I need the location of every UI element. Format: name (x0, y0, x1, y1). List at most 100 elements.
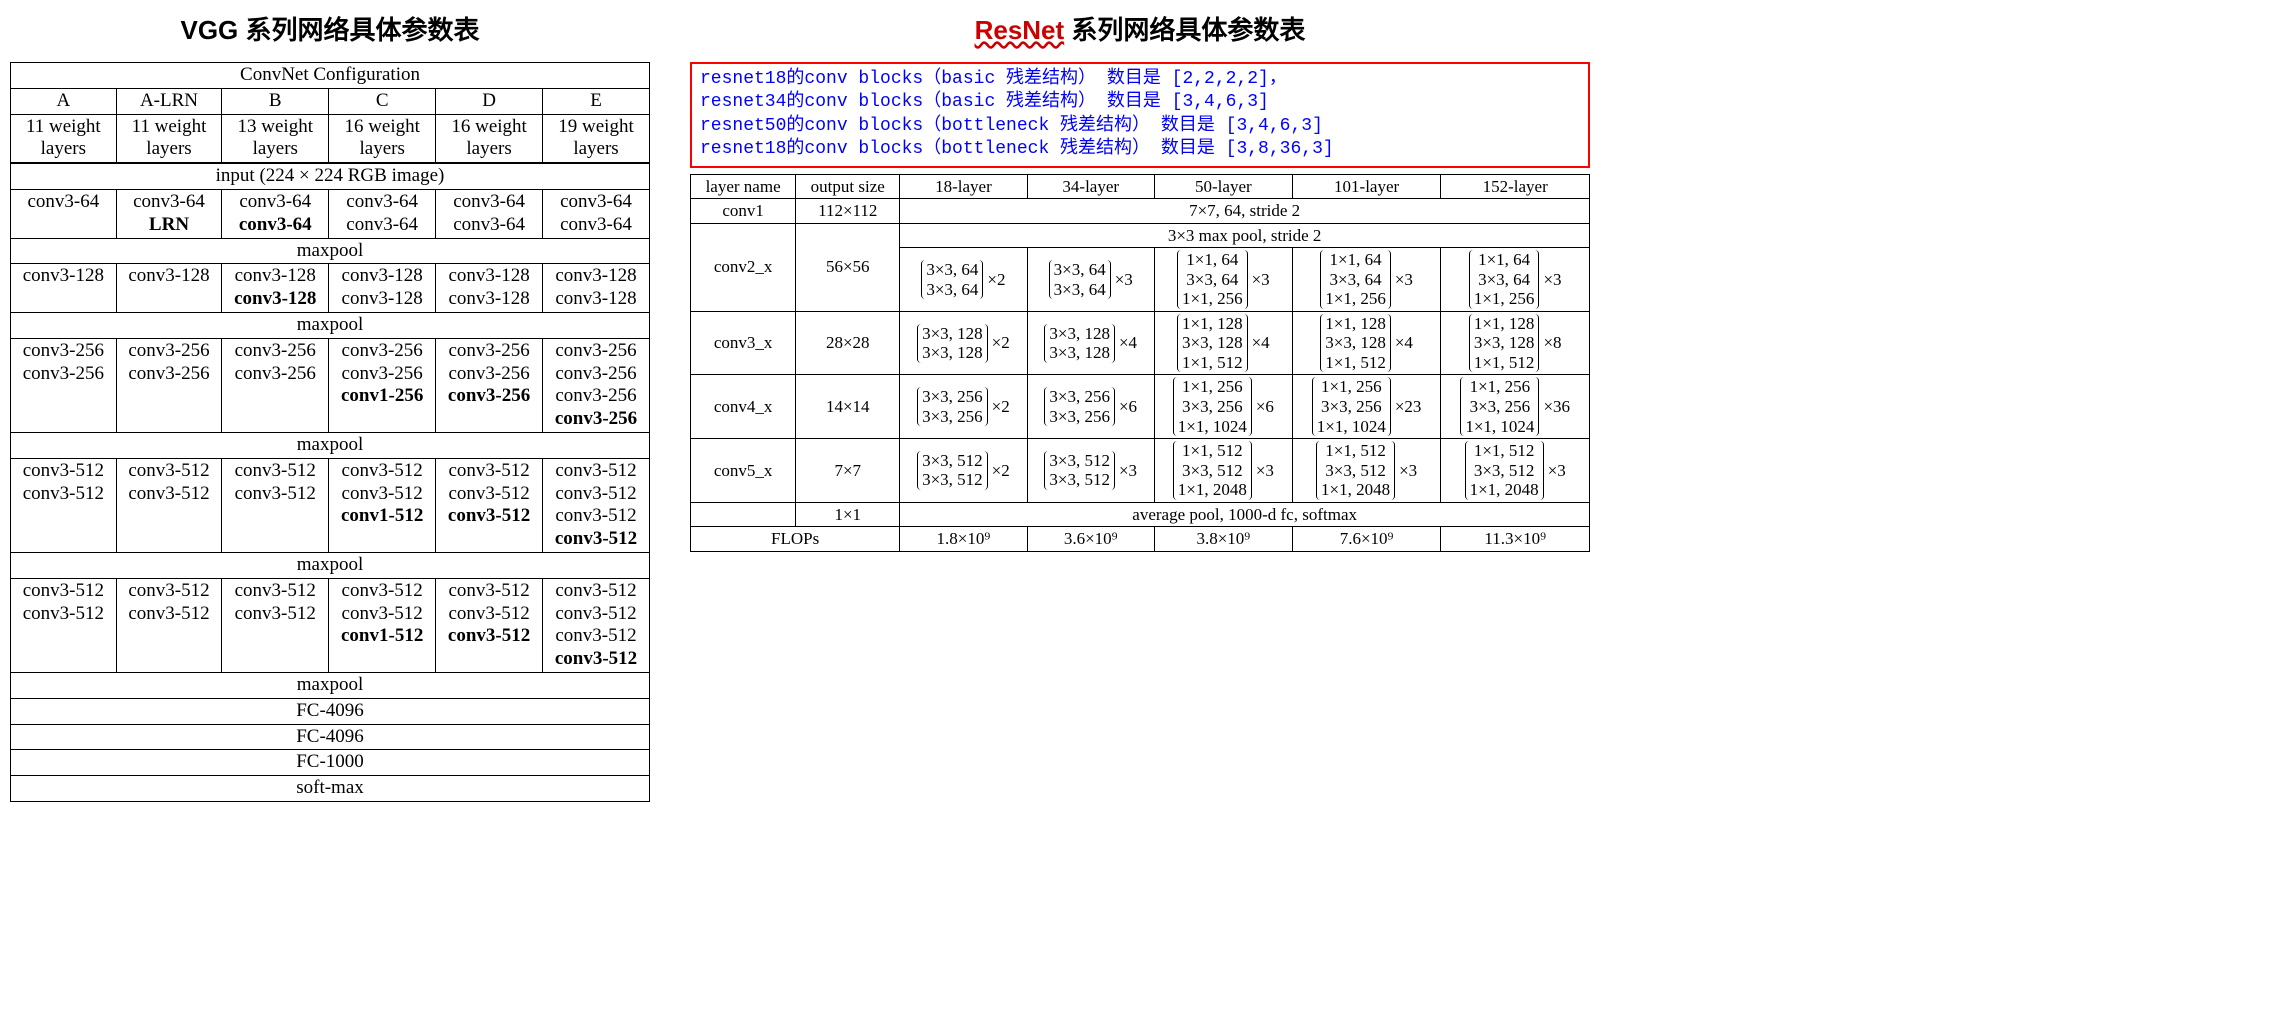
block-cell: 1×1, 1283×3, 1281×1, 512×8 (1441, 311, 1590, 375)
annotation-line: resnet18的conv blocks（bottleneck 残差结构） 数目… (700, 138, 1580, 161)
conv1-desc: 7×7, 64, stride 2 (900, 199, 1590, 224)
vgg-title: VGG 系列网络具体参数表 (10, 10, 650, 47)
block-cell: 1×1, 1283×3, 1281×1, 512×4 (1292, 311, 1441, 375)
resnet-header: 101-layer (1292, 174, 1441, 199)
conv1-size: 112×112 (796, 199, 900, 224)
resnet-header: layer name (691, 174, 796, 199)
final-desc: average pool, 1000-d fc, softmax (900, 502, 1590, 527)
vgg-panel: VGG 系列网络具体参数表 ConvNet Configuration AA-L… (10, 10, 650, 802)
block-cell: 3×3, 643×3, 64×3 (1027, 248, 1154, 312)
annotation-line: resnet18的conv blocks（basic 残差结构） 数目是 [2,… (700, 68, 1580, 91)
stage-size: 56×56 (796, 223, 900, 311)
flops-value: 3.8×10⁹ (1154, 527, 1292, 552)
stage-name: conv4_x (691, 375, 796, 439)
vgg-tail-row: FC-4096 (11, 724, 650, 750)
resnet-title-rest: 系列网络具体参数表 (1064, 15, 1305, 45)
flops-label: FLOPs (691, 527, 900, 552)
block-cell: 1×1, 5123×3, 5121×1, 2048×3 (1154, 439, 1292, 503)
vgg-tail-row: FC-1000 (11, 750, 650, 776)
vgg-cell: conv3-512conv3-512conv3-512conv3-512 (543, 578, 650, 672)
block-cell: 1×1, 2563×3, 2561×1, 1024×6 (1154, 375, 1292, 439)
vgg-weight-desc: 11 weightlayers (11, 114, 117, 163)
vgg-col-header: E (543, 88, 650, 114)
vgg-weight-desc: 11 weightlayers (116, 114, 222, 163)
vgg-cell: conv3-64conv3-64 (329, 189, 436, 238)
block-cell: 1×1, 5123×3, 5121×1, 2048×3 (1441, 439, 1590, 503)
block-cell: 3×3, 643×3, 64×2 (900, 248, 1027, 312)
vgg-tail-row: soft-max (11, 776, 650, 802)
vgg-cell: conv3-512conv3-512 (11, 578, 117, 672)
vgg-cell: conv3-256conv3-256conv3-256conv3-256 (543, 338, 650, 432)
vgg-col-header: A (11, 88, 117, 114)
vgg-cell: conv3-512conv3-512conv3-512 (436, 578, 543, 672)
vgg-cell: conv3-256conv3-256 (116, 338, 222, 432)
flops-value: 11.3×10⁹ (1441, 527, 1590, 552)
vgg-cell: conv3-128conv3-128 (222, 264, 329, 313)
vgg-cell: conv3-512conv3-512conv3-512conv3-512 (543, 458, 650, 552)
vgg-weight-desc: 16 weightlayers (329, 114, 436, 163)
block-cell: 1×1, 643×3, 641×1, 256×3 (1292, 248, 1441, 312)
stage-name: conv3_x (691, 311, 796, 375)
stage-size: 28×28 (796, 311, 900, 375)
vgg-cell: conv3-64conv3-64 (543, 189, 650, 238)
vgg-maxpool: maxpool (11, 552, 650, 578)
vgg-tail-row: maxpool (11, 672, 650, 698)
annotation-line: resnet34的conv blocks（basic 残差结构） 数目是 [3,… (700, 91, 1580, 114)
vgg-cell: conv3-256conv3-256conv1-256 (329, 338, 436, 432)
block-cell: 1×1, 643×3, 641×1, 256×3 (1441, 248, 1590, 312)
block-cell: 3×3, 2563×3, 256×6 (1027, 375, 1154, 439)
vgg-weight-desc: 16 weightlayers (436, 114, 543, 163)
vgg-cell: conv3-64conv3-64 (436, 189, 543, 238)
stage-size: 7×7 (796, 439, 900, 503)
vgg-cell: conv3-64 (11, 189, 117, 238)
vgg-cell: conv3-128conv3-128 (329, 264, 436, 313)
vgg-cell: conv3-512conv3-512 (222, 578, 329, 672)
vgg-cell: conv3-128 (116, 264, 222, 313)
final-empty (691, 502, 796, 527)
block-cell: 1×1, 2563×3, 2561×1, 1024×36 (1441, 375, 1590, 439)
block-cell: 3×3, 5123×3, 512×3 (1027, 439, 1154, 503)
vgg-weight-desc: 13 weightlayers (222, 114, 329, 163)
flops-value: 1.8×10⁹ (900, 527, 1027, 552)
vgg-col-header: D (436, 88, 543, 114)
conv1-name: conv1 (691, 199, 796, 224)
vgg-cell: conv3-64LRN (116, 189, 222, 238)
vgg-maxpool: maxpool (11, 238, 650, 264)
vgg-cell: conv3-128 (11, 264, 117, 313)
block-cell: 3×3, 1283×3, 128×2 (900, 311, 1027, 375)
vgg-cell: conv3-512conv3-512 (116, 578, 222, 672)
vgg-cell: conv3-512conv3-512 (116, 458, 222, 552)
block-cell: 3×3, 1283×3, 128×4 (1027, 311, 1154, 375)
vgg-input: input (224 × 224 RGB image) (11, 163, 650, 189)
vgg-weight-desc: 19 weightlayers (543, 114, 650, 163)
resnet-annotation-box: resnet18的conv blocks（basic 残差结构） 数目是 [2,… (690, 62, 1590, 168)
flops-value: 7.6×10⁹ (1292, 527, 1441, 552)
vgg-cell: conv3-128conv3-128 (436, 264, 543, 313)
vgg-cell: conv3-512conv3-512conv1-512 (329, 458, 436, 552)
block-cell: 1×1, 643×3, 641×1, 256×3 (1154, 248, 1292, 312)
annotation-line: resnet50的conv blocks（bottleneck 残差结构） 数目… (700, 115, 1580, 138)
vgg-maxpool: maxpool (11, 432, 650, 458)
resnet-header: 18-layer (900, 174, 1027, 199)
block-cell: 3×3, 5123×3, 512×2 (900, 439, 1027, 503)
vgg-cell: conv3-64conv3-64 (222, 189, 329, 238)
stage-name: conv5_x (691, 439, 796, 503)
vgg-maxpool: maxpool (11, 312, 650, 338)
stage-size: 14×14 (796, 375, 900, 439)
resnet-header: 152-layer (1441, 174, 1590, 199)
resnet-header: 50-layer (1154, 174, 1292, 199)
resnet-title-red: ResNet (975, 15, 1065, 45)
resnet-header: output size (796, 174, 900, 199)
flops-value: 3.6×10⁹ (1027, 527, 1154, 552)
final-size: 1×1 (796, 502, 900, 527)
vgg-col-header: C (329, 88, 436, 114)
vgg-cell: conv3-512conv3-512conv3-512 (436, 458, 543, 552)
vgg-cell: conv3-512conv3-512 (222, 458, 329, 552)
vgg-cell: conv3-512conv3-512conv1-512 (329, 578, 436, 672)
resnet-title: ResNet 系列网络具体参数表 (690, 10, 1590, 47)
vgg-cell: conv3-128conv3-128 (543, 264, 650, 313)
block-cell: 1×1, 1283×3, 1281×1, 512×4 (1154, 311, 1292, 375)
resnet-table: layer nameoutput size18-layer34-layer50-… (690, 174, 1590, 552)
vgg-col-header: B (222, 88, 329, 114)
vgg-cell: conv3-256conv3-256 (11, 338, 117, 432)
